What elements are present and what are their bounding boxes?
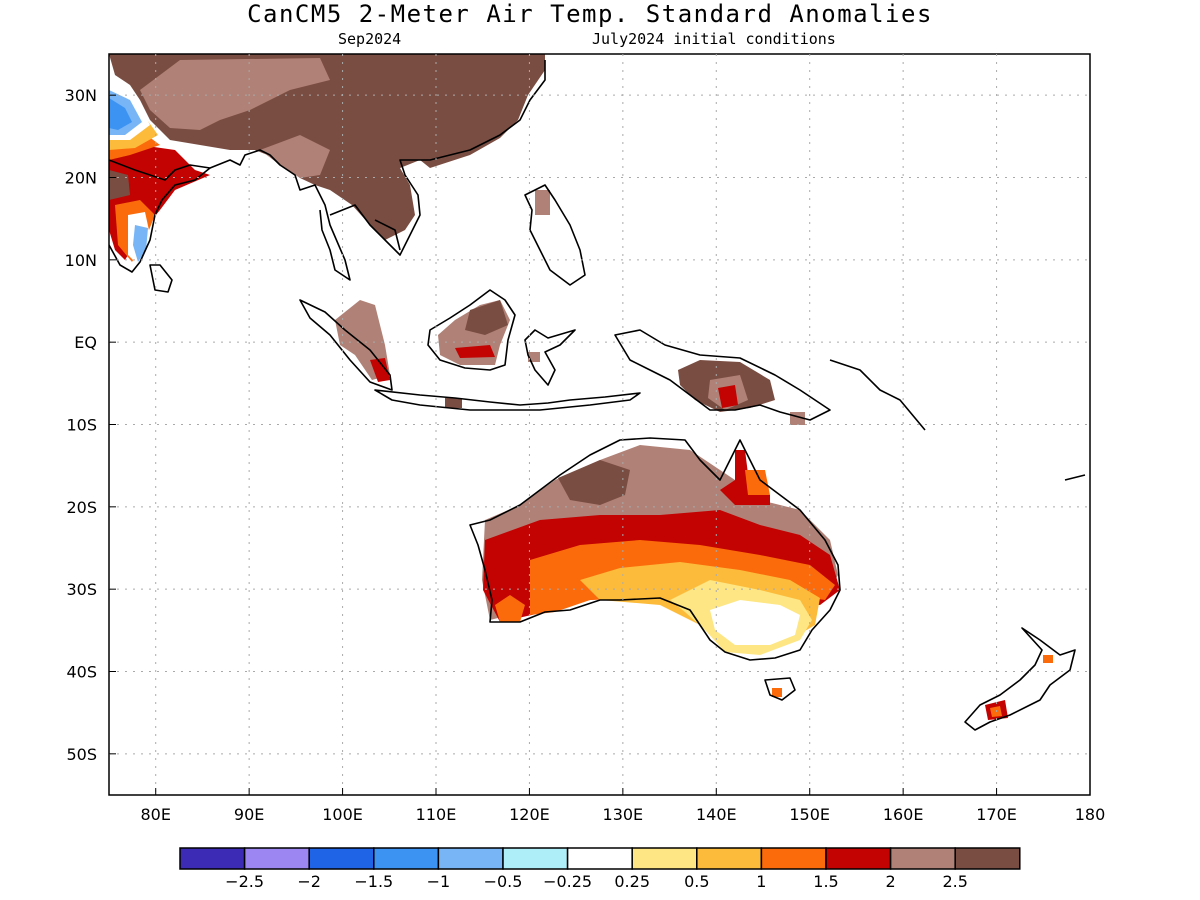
graticule: [109, 54, 1090, 795]
lon-tick-label: 170E: [976, 805, 1017, 824]
lat-tick-label: 10S: [66, 416, 97, 435]
lon-tick-label: 100E: [322, 805, 363, 824]
sumatra-anomaly-red: [370, 358, 390, 382]
colorbar-label: 1.5: [813, 872, 838, 891]
java-anomaly: [445, 398, 462, 408]
colorbar: −2.5 −2 −1.5 −1 −0.5 −0.25 0.25 0.5 1 1.5 2 2.5: [179, 847, 1021, 891]
colorbar-swatch: [825, 847, 892, 870]
lon-tick-label: 90E: [234, 805, 264, 824]
colorbar-swatch: [696, 847, 763, 870]
colorbar-label: −0.25: [543, 872, 592, 891]
lat-tick-label: 40S: [66, 663, 97, 682]
lat-tick-label: 10N: [65, 251, 97, 270]
forecast-month: Sep2024: [338, 30, 402, 48]
colorbar-swatch: [631, 847, 698, 870]
lon-tick-label: 120E: [509, 805, 550, 824]
nz-north-anomaly: [1043, 655, 1053, 663]
colorbar-label: 1: [756, 872, 766, 891]
lon-tick-label: 110E: [416, 805, 457, 824]
lon-tick-label: 180: [1075, 805, 1106, 824]
anomaly-field: [109, 54, 1086, 731]
borneo-anomaly-red: [455, 345, 495, 358]
nz-anomaly-orange: [990, 706, 1002, 717]
colorbar-swatch: [566, 847, 633, 870]
asia-anomaly-lightbrown-2: [260, 135, 330, 178]
colorbar-label: 2: [886, 872, 896, 891]
lat-tick-label: 30S: [66, 580, 97, 599]
initial-conditions-label: July2024 initial conditions: [592, 30, 836, 48]
lat-tick-label: 50S: [66, 745, 97, 764]
colorbar-label: 0.25: [614, 872, 650, 891]
asia-anomaly-lightbrown: [140, 58, 330, 130]
lon-tick-label: 160E: [883, 805, 924, 824]
india-south-blue: [133, 225, 148, 262]
lat-tick-label: 20N: [65, 169, 97, 188]
lat-tick-label: EQ: [74, 333, 97, 352]
colorbar-swatch: [179, 847, 246, 870]
map-title: CanCM5 2-Meter Air Temp. Standard Anomal…: [247, 0, 933, 28]
colorbar-label: −2: [297, 872, 321, 891]
queensland-anomaly-red: [720, 450, 770, 505]
colorbar-swatch: [502, 847, 569, 870]
australia-anomaly-dark: [558, 460, 630, 505]
colorbar-label: −1: [427, 872, 451, 891]
colorbar-label: −2.5: [225, 872, 264, 891]
axis-ticks: 80E 90E 100E 110E 120E 130E 140E 150E 160E 170E 18…: [65, 86, 1106, 824]
colorbar-swatch: [308, 847, 375, 870]
australia-anomaly-white: [710, 600, 800, 645]
coastlines: [109, 60, 1086, 731]
philippines-anomaly: [535, 190, 550, 215]
lat-tick-label: 30N: [65, 86, 97, 105]
sulawesi-anomaly: [528, 352, 540, 362]
colorbar-label: −1.5: [354, 872, 393, 891]
new-guinea-anomaly-red: [718, 385, 738, 408]
australia-west-orange: [495, 595, 525, 622]
lon-tick-label: 130E: [603, 805, 644, 824]
colorbar-label: −0.5: [484, 872, 523, 891]
lon-tick-label: 150E: [789, 805, 830, 824]
colorbar-swatch: [437, 847, 504, 870]
india-anomaly-blue: [109, 98, 132, 130]
lon-tick-label: 80E: [140, 805, 170, 824]
colorbar-swatch: [760, 847, 827, 870]
colorbar-swatch: [954, 847, 1021, 870]
queensland-anomaly-orange: [745, 470, 770, 495]
colorbar-swatch: [243, 847, 310, 870]
colorbar-label: 0.5: [684, 872, 709, 891]
colorbar-swatch: [373, 847, 440, 870]
colorbar-swatch: [889, 847, 956, 870]
colorbar-label: 2.5: [942, 872, 967, 891]
borneo-anomaly-dark: [465, 300, 508, 335]
lat-tick-label: 20S: [66, 498, 97, 517]
lon-tick-label: 140E: [696, 805, 737, 824]
tasmania-anomaly: [772, 688, 782, 697]
